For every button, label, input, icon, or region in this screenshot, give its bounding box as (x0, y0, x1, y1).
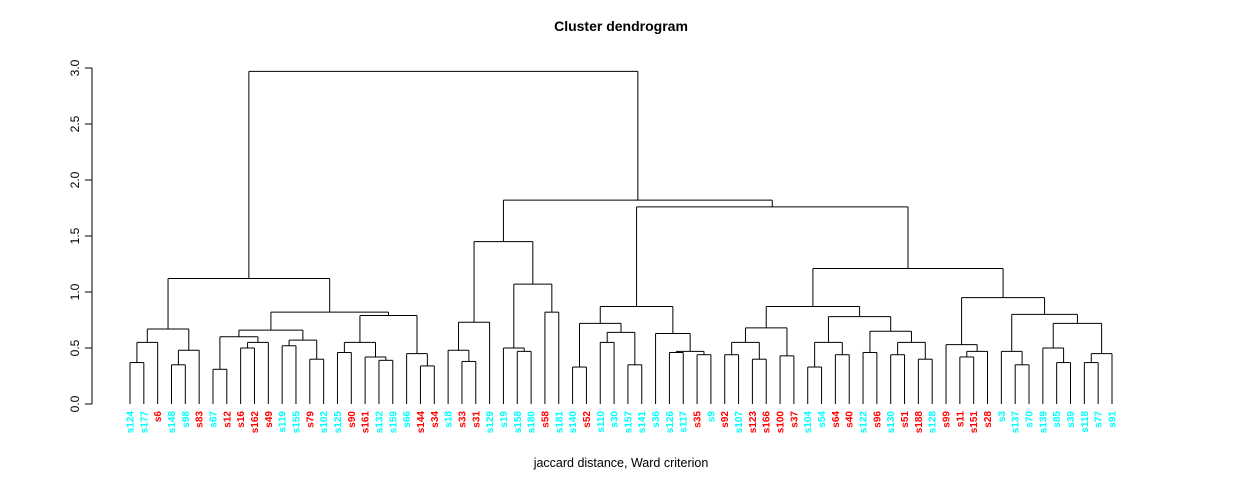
leaf-label: s155 (291, 411, 302, 434)
leaf-label: s144 (416, 411, 427, 434)
leaf-label: s67 (208, 411, 219, 428)
leaf-label: s157 (623, 411, 634, 434)
leaf-label: s125 (333, 411, 344, 434)
leaf-label: s83 (195, 411, 206, 428)
leaf-label: s64 (831, 411, 842, 428)
leaf-label: s126 (665, 411, 676, 434)
leaf-label: s16 (236, 411, 247, 428)
leaf-label: s162 (250, 411, 261, 434)
leaf-label: s98 (181, 411, 192, 428)
leaf-label: s130 (886, 411, 897, 434)
leaf-label: s36 (651, 411, 662, 428)
leaf-label: s58 (540, 411, 551, 428)
leaf-label: s49 (264, 411, 275, 428)
leaf-label: s96 (872, 411, 883, 428)
leaf-label: s188 (914, 411, 925, 434)
leaf-label: s31 (471, 411, 482, 428)
leaf-label: s102 (319, 411, 330, 434)
leaf-label: s137 (1011, 411, 1022, 434)
leaf-label: s119 (278, 411, 289, 433)
leaf-label: s139 (1038, 411, 1049, 434)
leaf-label: s66 (402, 411, 413, 428)
leaf-label: s37 (789, 411, 800, 428)
leaf-label: s30 (610, 411, 621, 428)
y-axis-tick-label: 2.0 (68, 171, 82, 188)
leaf-label: s148 (167, 411, 178, 434)
leaf-label: s140 (568, 411, 579, 434)
leaf-label: s35 (693, 411, 704, 428)
leaf-label: s85 (1052, 411, 1063, 428)
y-axis-tick-label: 1.0 (68, 283, 82, 300)
leaf-label: s180 (527, 411, 538, 434)
y-axis-tick-label: 0.0 (68, 395, 82, 412)
leaf-label: s54 (817, 411, 828, 428)
leaf-label: s52 (582, 411, 593, 428)
leaf-label: s166 (762, 411, 773, 434)
y-axis-tick-label: 1.5 (68, 227, 82, 244)
leaf-label: s40 (845, 411, 856, 428)
leaf-label: s19 (499, 411, 510, 428)
leaf-label: s51 (900, 411, 911, 428)
y-axis-tick-label: 3.0 (68, 59, 82, 76)
leaf-label: s99 (942, 411, 953, 428)
leaf-label: s104 (803, 411, 814, 434)
leaf-label: s92 (720, 411, 731, 428)
leaf-label: s33 (457, 411, 468, 428)
leaf-label: s6 (153, 411, 164, 423)
leaf-label: s18 (444, 411, 455, 428)
leaf-label: s128 (928, 411, 939, 434)
leaf-label: s28 (983, 411, 994, 428)
leaf-label: s70 (1025, 411, 1036, 428)
leaf-label: s117 (679, 411, 690, 433)
leaf-label: s11 (955, 411, 966, 428)
leaf-label: s129 (485, 411, 496, 434)
leaf-label: s141 (637, 411, 648, 434)
leaf-label: s177 (139, 411, 150, 434)
leaf-label: s161 (361, 411, 372, 434)
y-axis-tick-label: 2.5 (68, 115, 82, 132)
leaf-label: s79 (305, 411, 316, 428)
leaf-label: s91 (1108, 411, 1119, 428)
leaf-label: s107 (734, 411, 745, 434)
leaf-label: s12 (222, 411, 233, 428)
leaf-label: s122 (859, 411, 870, 434)
leaf-label: s181 (554, 411, 565, 434)
leaf-label: s158 (513, 411, 524, 434)
leaf-label: s151 (969, 411, 980, 434)
leaf-label: s110 (596, 411, 607, 433)
leaf-label: s9 (706, 411, 717, 423)
leaf-label: s123 (748, 411, 759, 434)
leaf-label: s39 (1066, 411, 1077, 428)
leaf-label: s159 (388, 411, 399, 434)
x-axis-label: jaccard distance, Ward criterion (533, 456, 709, 470)
leaf-label: s100 (776, 411, 787, 434)
leaf-label: s77 (1094, 411, 1105, 428)
y-axis-tick-label: 0.5 (68, 339, 82, 356)
chart-title: Cluster dendrogram (554, 18, 688, 34)
leaf-label: s3 (997, 411, 1008, 423)
leaf-label: s132 (374, 411, 385, 434)
leaf-label: s90 (347, 411, 358, 428)
leaf-label: s124 (126, 411, 137, 434)
leaf-label: s118 (1080, 411, 1091, 433)
leaf-label: s34 (430, 411, 441, 428)
